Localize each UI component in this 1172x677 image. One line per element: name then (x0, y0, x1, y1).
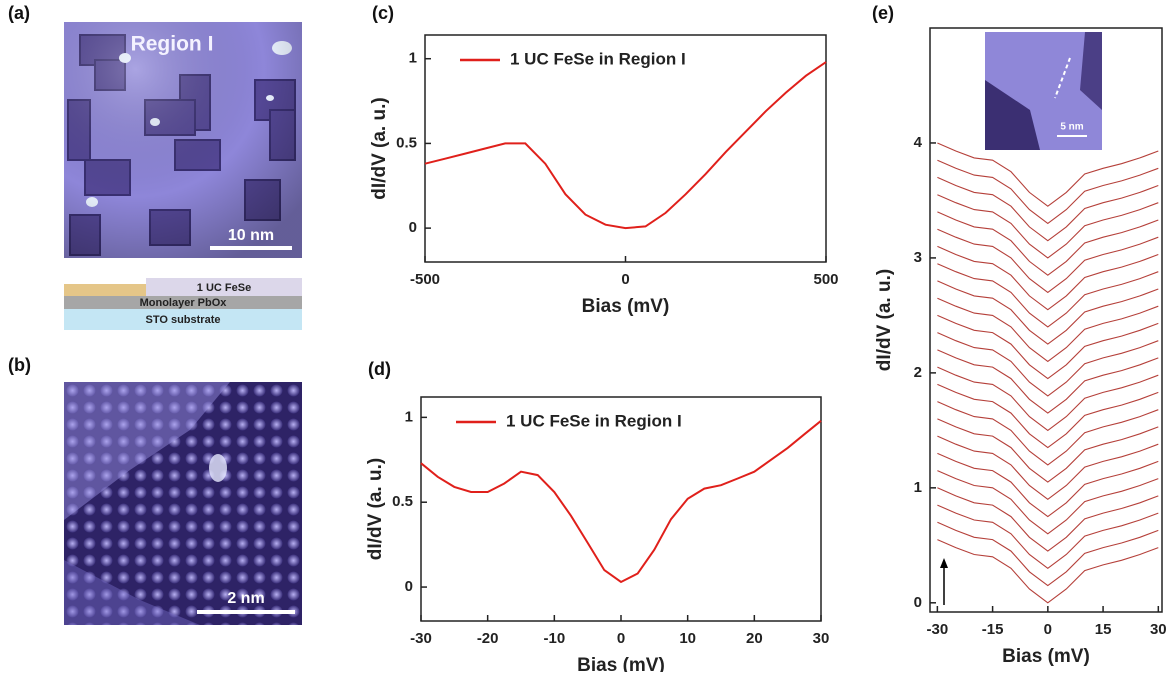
data-line (937, 159, 1159, 225)
data-line (937, 263, 1159, 328)
plot-frame (420, 396, 822, 622)
y-tick-label: 1 (405, 408, 413, 425)
y-tick-label: 3 (914, 249, 922, 266)
x-tick-label: -30 (410, 630, 432, 647)
layer-schematic: 1 UC FeSe Monolayer PbOx STO substrate (64, 278, 302, 330)
y-tick-label: 1 (409, 50, 417, 67)
inset-image: 5 nm (985, 32, 1102, 150)
y-tick-label: 2 (914, 364, 922, 381)
data-line (424, 61, 827, 230)
data-line (937, 521, 1159, 587)
panel-label: (d) (368, 359, 391, 379)
panel-label: (b) (8, 355, 31, 375)
data-line (937, 142, 1159, 207)
y-tick-label: 0 (409, 219, 417, 236)
y-tick-label: 0.5 (396, 134, 417, 151)
panel-label: (e) (872, 3, 894, 23)
scale-label: 5 nm (1060, 122, 1083, 133)
scale-label: 2 nm (227, 590, 264, 607)
data-line (937, 332, 1159, 397)
x-tick-label: 30 (1150, 621, 1167, 638)
stm-image: Region I 10 nm (64, 22, 302, 258)
x-tick-label: 0 (621, 271, 629, 288)
data-line (937, 487, 1159, 552)
x-tick-label: 10 (679, 630, 696, 647)
x-tick-label: 0 (617, 630, 625, 647)
y-tick-label: 1 (914, 479, 922, 496)
legend-label: 1 UC FeSe in Region I (506, 411, 682, 430)
stm-atomic-image: 2 nm (64, 382, 302, 625)
y-tick-label: 0.5 (392, 493, 413, 510)
arrow (940, 558, 948, 605)
x-tick-label: 20 (746, 630, 763, 647)
panel-label: (c) (372, 3, 394, 23)
x-tick-label: 30 (813, 630, 830, 647)
data-line (937, 280, 1159, 345)
data-line (937, 176, 1159, 242)
data-line (937, 470, 1159, 535)
plot-frame (929, 27, 1163, 613)
data-line (937, 539, 1159, 604)
x-tick-label: 500 (813, 271, 838, 288)
y-axis-label: dI/dV (a. u.) (874, 269, 895, 371)
data-line (937, 349, 1159, 414)
x-axis-label: Bias (mV) (582, 296, 670, 317)
scale-label: 10 nm (228, 227, 274, 244)
x-tick-label: -500 (410, 271, 440, 288)
region-label: Region I (131, 33, 214, 56)
x-tick-label: 0 (1044, 621, 1052, 638)
data-line (937, 228, 1159, 294)
data-line (937, 314, 1159, 380)
y-axis-label: dI/dV (a. u.) (365, 458, 386, 560)
x-tick-label: 15 (1095, 621, 1112, 638)
data-line (937, 245, 1159, 311)
panel-label: (a) (8, 3, 30, 23)
data-line (937, 383, 1159, 449)
x-axis-label: Bias (mV) (577, 655, 665, 672)
data-line (937, 435, 1159, 500)
x-tick-label: -20 (477, 630, 499, 647)
y-tick-label: 4 (914, 134, 923, 151)
x-tick-label: -15 (982, 621, 1004, 638)
data-line (937, 194, 1159, 259)
data-line (937, 401, 1159, 466)
data-line (937, 211, 1159, 276)
data-line (937, 452, 1159, 518)
x-tick-label: -30 (927, 621, 949, 638)
data-line (937, 297, 1159, 363)
data-line (937, 504, 1159, 569)
layer-label: Monolayer PbOx (140, 297, 228, 309)
x-axis-label: Bias (mV) (1002, 646, 1090, 667)
x-tick-label: -10 (543, 630, 565, 647)
y-axis-label: dI/dV (a. u.) (369, 97, 390, 199)
data-line (420, 420, 822, 584)
data-line (937, 418, 1159, 483)
layer-label: STO substrate (146, 314, 221, 326)
y-tick-label: 0 (405, 578, 413, 595)
layer-label: 1 UC FeSe (197, 282, 251, 294)
data-line (937, 366, 1159, 432)
y-tick-label: 0 (914, 594, 922, 611)
legend-label: 1 UC FeSe in Region I (510, 49, 686, 68)
